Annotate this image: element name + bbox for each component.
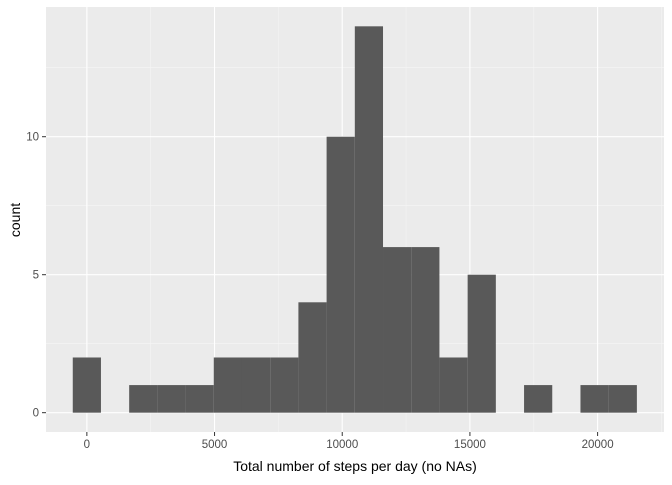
y-axis-ticks: 0 5 10 [26, 132, 46, 420]
histogram-bar [185, 385, 214, 413]
histogram-bar [580, 385, 609, 413]
histogram-bar [213, 357, 242, 413]
histogram-bar [524, 385, 553, 413]
x-tick-label: 5000 [202, 439, 228, 451]
histogram-bar [326, 136, 355, 413]
y-tick-label: 0 [33, 408, 39, 420]
histogram-bar [241, 357, 271, 413]
x-tick-label: 20000 [582, 439, 614, 451]
histogram-bar [383, 247, 412, 413]
y-tick-label: 5 [33, 270, 39, 282]
x-axis-title: Total number of steps per day (no NAs) [233, 458, 477, 474]
x-tick-label: 0 [84, 439, 90, 451]
y-tick-label: 10 [26, 132, 39, 144]
histogram-bar [608, 385, 637, 413]
x-axis-ticks: 0 5000 10000 15000 20000 [84, 432, 614, 451]
histogram-bar [129, 385, 158, 413]
histogram-bar [298, 302, 327, 413]
histogram-bar [270, 357, 299, 413]
histogram-bar [354, 26, 384, 413]
histogram-bar [439, 357, 468, 413]
histogram-bar [72, 357, 101, 413]
x-tick-label: 10000 [326, 439, 358, 451]
x-tick-label: 15000 [454, 439, 486, 451]
bars [72, 26, 637, 413]
histogram-bar [467, 274, 496, 413]
histogram-bar [411, 247, 440, 413]
y-axis-title: count [7, 203, 23, 237]
histogram-bar [157, 385, 186, 413]
